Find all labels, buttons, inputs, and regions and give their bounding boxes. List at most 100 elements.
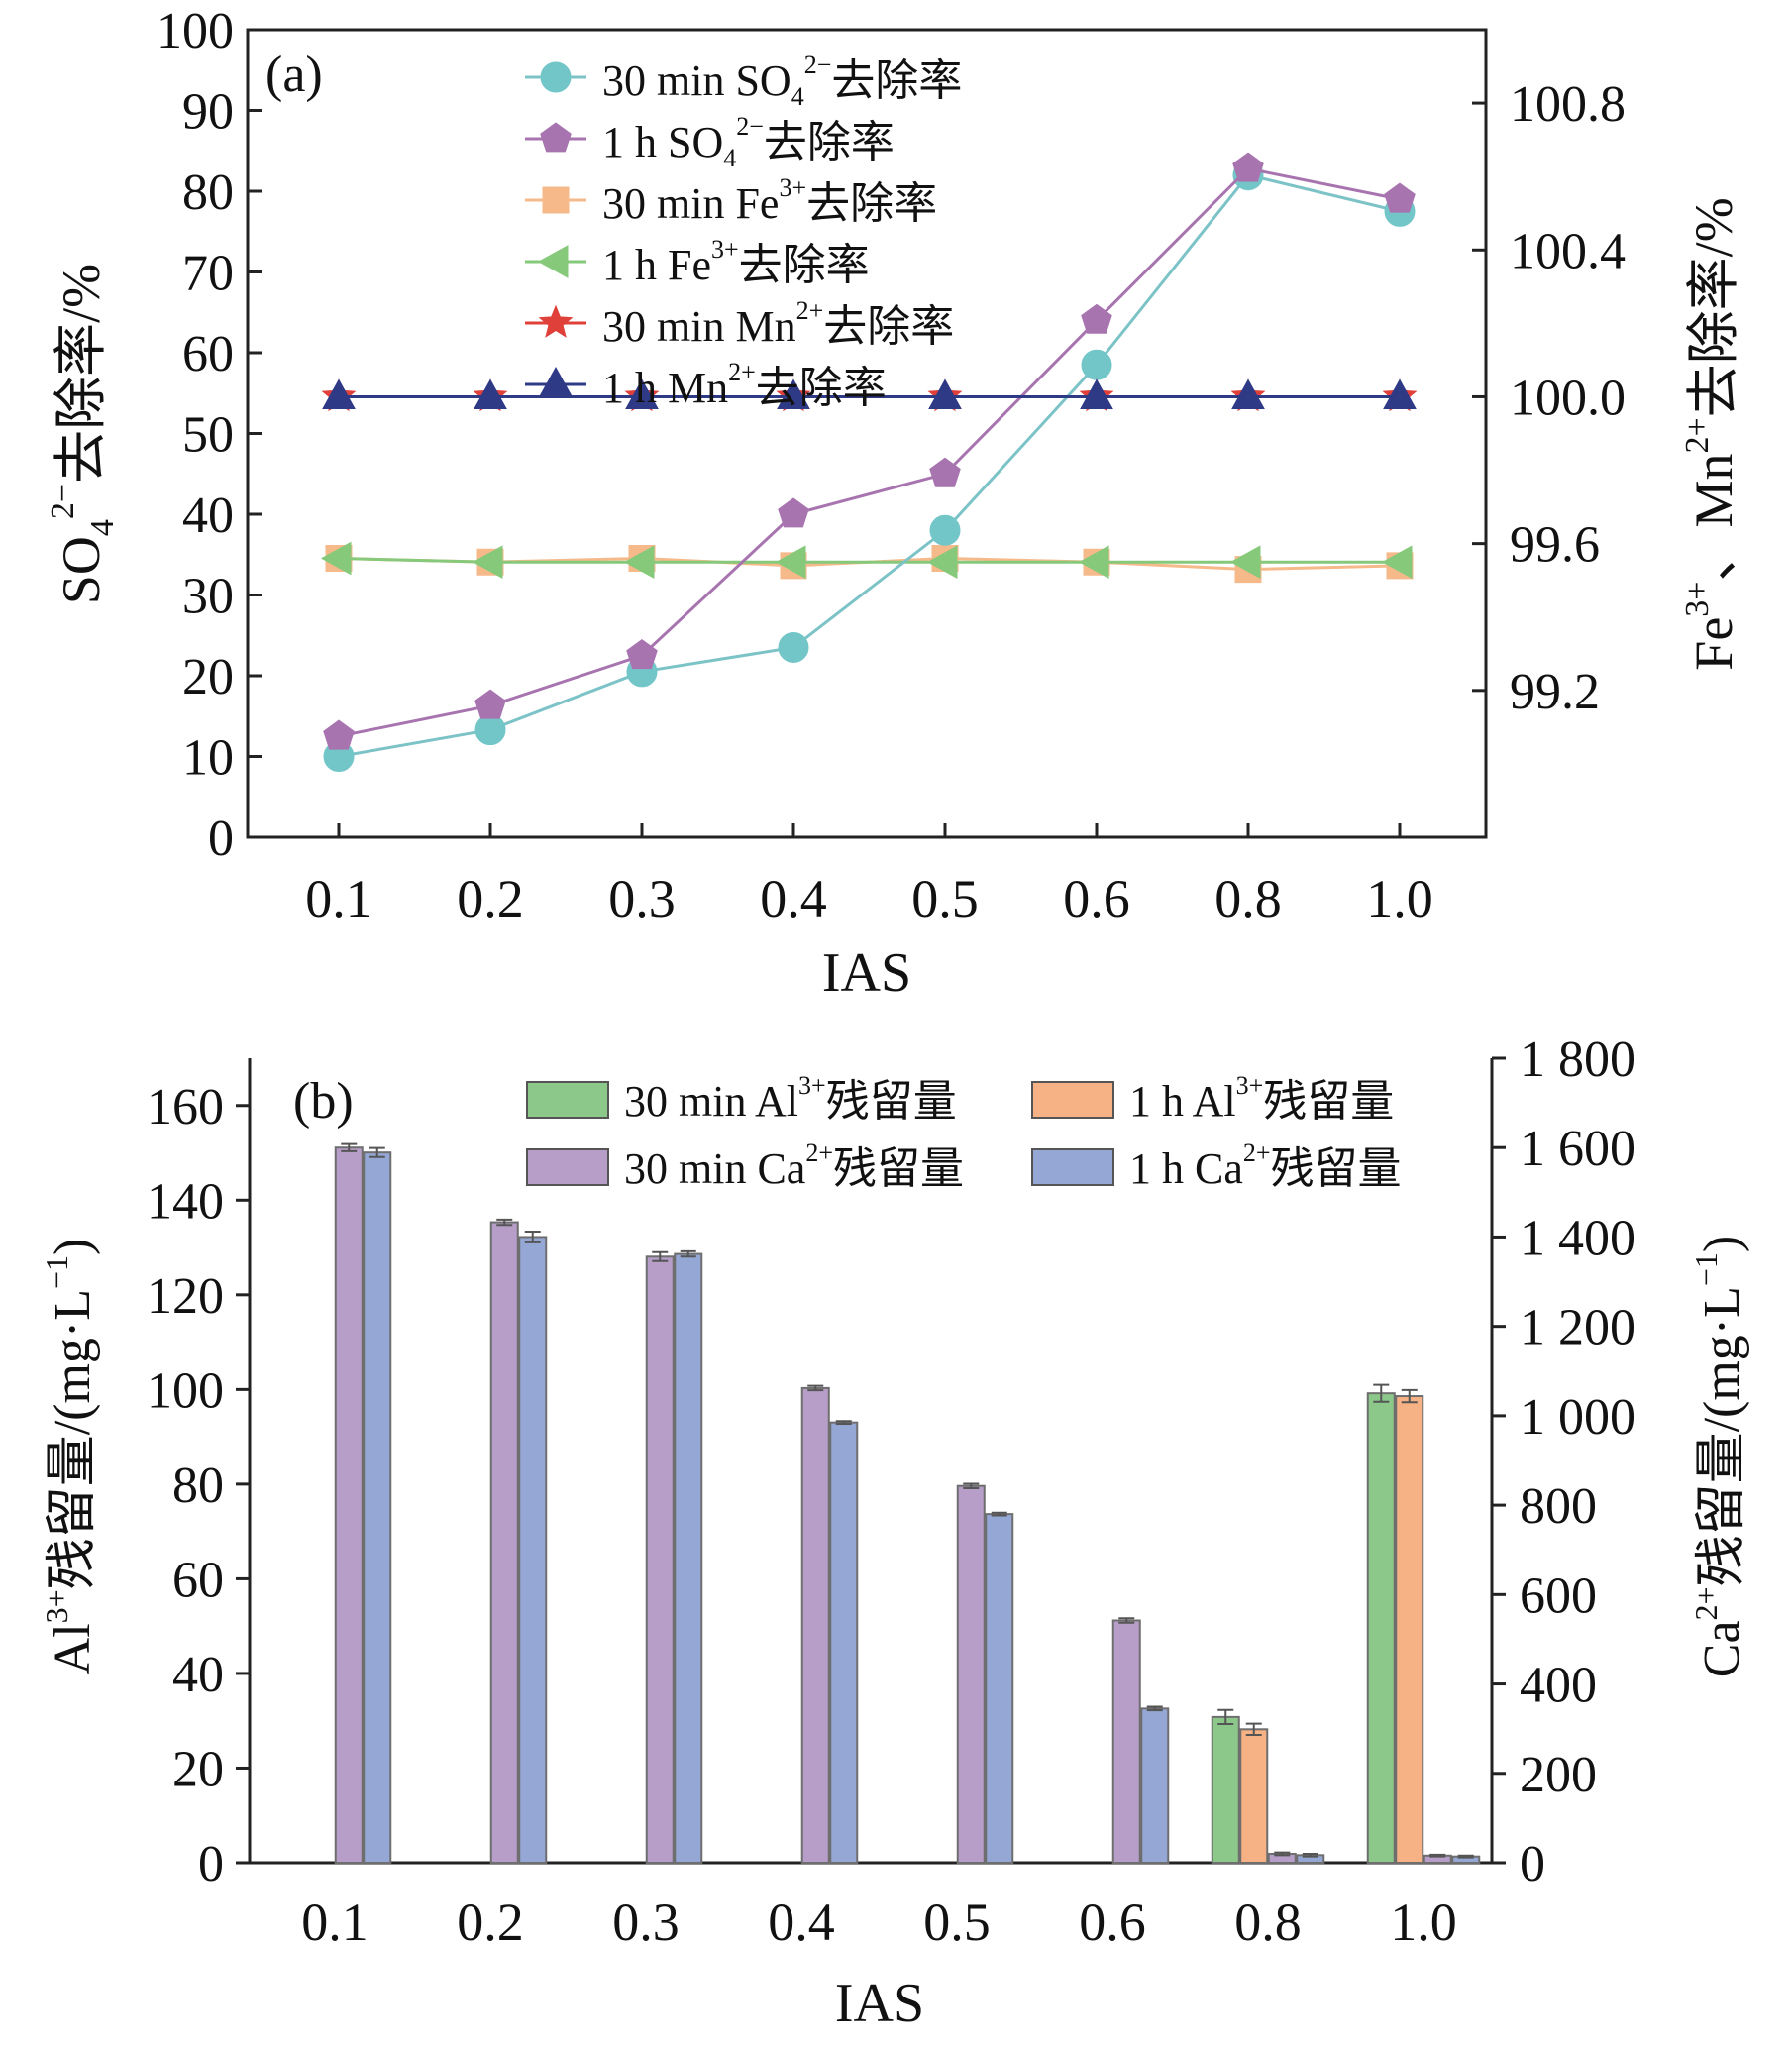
legend-label-text: 30 min Ca [624,1144,805,1193]
legend-swatch-al_1h [1031,1081,1114,1119]
panel-b-right-axis-exp: −1 [1688,1252,1724,1286]
data-point-so4_30 [1081,349,1112,380]
panel-b-x-tick-label: 0.6 [1079,1892,1146,1952]
legend-label-sub: 4 [723,144,736,172]
bar-al_1h [1239,1728,1269,1865]
data-point-fe_1h [320,541,352,576]
legend-label-sup: 2− [804,51,832,79]
series-line-so4_30 [338,173,1401,758]
data-point-fe_1h [1381,545,1413,580]
panel-a-left-axis-ion: SO [52,536,111,604]
legend-label-text: 30 min Al [624,1077,798,1126]
bar-ca_1h [985,1513,1014,1864]
bar-ca_1h [363,1151,392,1864]
data-point-fe_1h [1078,545,1109,580]
panel-a-right-axis-label: Fe3+、Mn2+去除率/% [1679,197,1743,670]
legend-label-sup: 2+ [728,358,756,386]
legend-label-suffix: 去除率 [764,118,895,166]
panel-a-x-tick-label: 1.0 [1366,869,1433,928]
bar-ca_30 [489,1221,519,1864]
panel-b-left-tick-label: 140 [147,1173,224,1230]
panel-a: (a) 0 10 20 30 40 50 60 70 80 90 100 99.2 99.6 100.0… [45,3,1743,1004]
legend-label-mn_1h: 1 h Mn2+去除率 [602,358,887,412]
bar-ca_1h [674,1252,703,1864]
legend-swatch-ca_30 [526,1148,609,1186]
panel-a-right-axis-sup1: 3+ [1679,582,1716,617]
legend-label-suffix: 残留量 [826,1077,957,1126]
panel-b-right-axis-sup: 2+ [1688,1586,1724,1620]
data-point-mn_1h [1383,378,1417,409]
panel-a-right-tick-label: 100.8 [1510,76,1626,133]
panel-a-left-tick-label: 0 [208,810,234,867]
panel-b-left-tick-label: 60 [172,1552,224,1608]
legend-label-suffix: 残留量 [1263,1077,1394,1126]
panel-a-x-tick-label: 0.6 [1063,869,1130,928]
panel-b-right-tick-label: 1 800 [1520,1031,1635,1088]
legend-label-sup: 2− [736,112,764,141]
legend-label-text: 1 h Mn [602,364,728,412]
legend-label-text: 30 min Mn [602,302,796,351]
legend-marker-fe_1h [537,245,569,278]
legend-label-text: 1 h SO [602,118,723,166]
legend-label-suffix: 去除率 [739,241,870,289]
panel-a-left-axis-label: SO42−去除率/% [45,264,121,604]
bar-ca_1h [518,1236,548,1864]
panel-a-x-tick-label: 0.8 [1214,869,1282,928]
data-point-mn_1h [625,378,659,409]
data-point-so4_30 [778,631,809,663]
panel-b-label: (b) [293,1073,354,1130]
panel-b-right-tick-label: 1 200 [1520,1300,1635,1356]
data-point-fe_1h [472,545,503,580]
panel-a-x-axis-label: IAS [822,942,911,1004]
panel-a-right-axis-ion2: Mn [1684,453,1743,527]
legend-label-sup: 2+ [796,296,824,325]
panel-b-right-axis-close: ) [1694,1236,1750,1252]
panel-b: (b) 0 20 40 60 80 100 120 140 160 0 200 400 600 800 1… [39,1031,1750,2034]
panel-a-left-tick-label: 40 [182,487,234,544]
panel-a-left-axis-sup: 2− [45,484,81,519]
panel-a-left-tick-label: 30 [182,569,234,625]
data-point-so4_1h [626,638,658,670]
panel-b-x-tick-label: 0.3 [612,1892,680,1952]
legend-label-ca_1h: 1 h Ca2+残留量 [1129,1138,1402,1193]
legend-swatch-ca_1h [1031,1148,1114,1186]
data-point-so4_30 [929,514,961,546]
legend-label-so4_30: 30 min SO42−去除率 [602,51,962,111]
bar-al_30 [1366,1392,1396,1864]
panel-b-x-tick-label: 0.5 [923,1892,991,1952]
panel-a-left-tick-label: 80 [182,164,234,221]
panel-a-right-ticks: 99.2 99.6 100.0 100.4 100.8 [1472,76,1626,720]
panel-b-right-axis-tail: 残留量/(mg·L [1694,1286,1750,1586]
panel-b-x-axis-label: IAS [835,1973,924,2034]
legend-label-text: 1 h Ca [1129,1144,1243,1193]
legend-marker-fe_30 [542,186,570,214]
panel-b-right-tick-label: 1 600 [1520,1121,1635,1177]
panel-b-left-tick-label: 100 [147,1362,224,1419]
legend-label-sup: 3+ [779,173,806,202]
data-point-mn_1h [777,378,810,409]
panel-a-left-tick-label: 20 [182,649,234,705]
legend-label-suffix: 去除率 [823,302,954,351]
data-point-so4_1h [929,457,961,487]
legend-label-sup: 2+ [1243,1138,1271,1167]
bar-ca_30 [800,1386,830,1865]
panel-a-right-axis-sup2: 2+ [1679,417,1716,453]
panel-b-right-ticks: 0 200 400 600 800 1 000 1 200 1 400 1 600 1 800 [1492,1031,1635,1892]
bar-ca_1h [1140,1707,1170,1865]
panel-b-left-tick-label: 80 [172,1457,224,1514]
panel-b-left-axis-close: ) [45,1239,101,1255]
series-line-fe_1h [338,557,1400,564]
panel-a-right-tick-label: 100.4 [1510,223,1626,279]
panel-a-x-tick-label: 0.4 [760,869,827,928]
panel-b-left-axis-tail: 残留量/(mg·L [45,1289,101,1589]
bar-ca_30 [334,1146,364,1864]
legend-label-suffix: 残留量 [833,1144,964,1193]
panel-b-x-tick-label: 0.4 [768,1892,835,1952]
data-point-mn_1h [1231,378,1265,409]
data-point-fe_1h [775,545,806,580]
legend-label-al_30: 30 min Al3+残留量 [624,1071,957,1126]
panel-b-right-tick-label: 0 [1520,1836,1545,1892]
